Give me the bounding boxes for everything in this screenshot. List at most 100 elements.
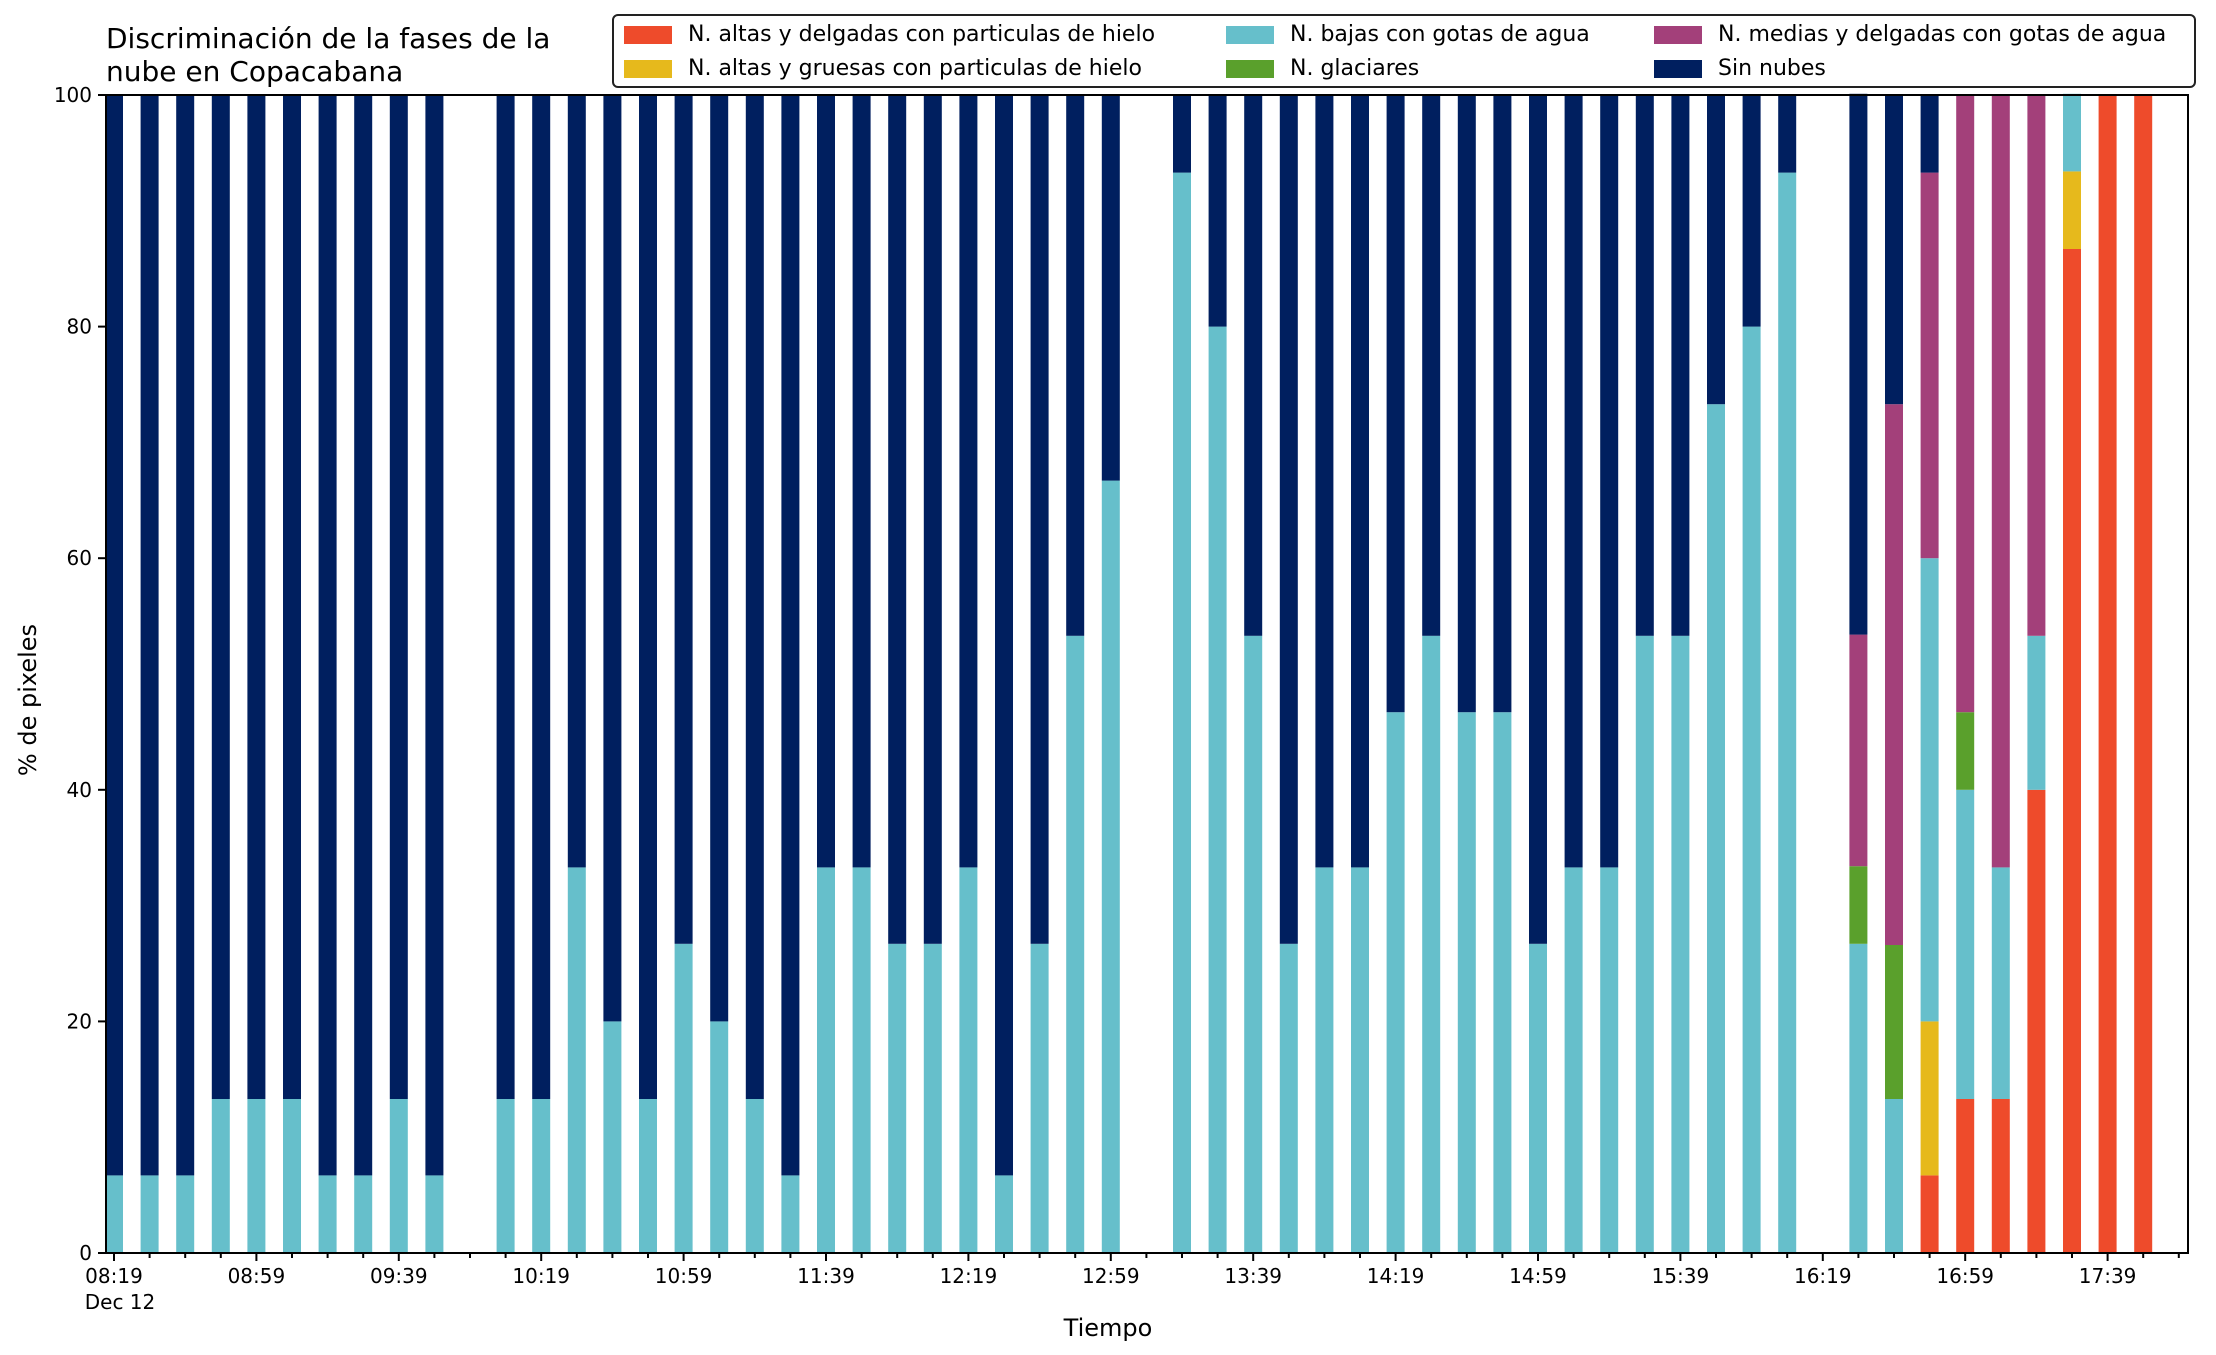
bar-segment [1422,95,1441,636]
bar-segment [1422,635,1441,1253]
legend-swatch [1226,59,1274,78]
bar-segment [1244,635,1263,1253]
legend-swatch [1226,25,1274,44]
x-tick-label: 08:59 [228,1264,286,1288]
bar-segment [2027,635,2046,790]
y-tick-label: 0 [79,1241,92,1265]
bar-segment [1208,95,1227,327]
legend: N. altas y delgadas con particulas de hi… [612,14,2196,88]
x-axis-ticks: 08:19 08:59 09:39 10:19 10:59 11:39 12:19 12:59… [85,1253,2180,1314]
bar-segment [1885,1099,1903,1253]
bar-segment [1457,712,1476,1253]
plot-frame [105,94,2189,1254]
bar-segment [1564,95,1583,868]
bar-segment [1101,95,1120,481]
bar-segment [532,1099,551,1253]
bar-segment [1635,635,1654,1253]
legend-label: N. medias y delgadas con gotas de agua [1718,22,2167,47]
bar-segment [1635,95,1654,636]
bar-segment [1956,1099,1975,1253]
bar-segment [318,1175,337,1253]
bar-segment [674,943,693,1253]
legend-label: N. altas y gruesas con particulas de hie… [688,56,1142,81]
bar-segment [1351,867,1369,1253]
bar-segment [2063,249,2081,1253]
bar-segment [283,95,301,1099]
x-tick-label: 13:39 [1224,1264,1282,1288]
bar-segment [140,95,159,1176]
legend-item-sin-nubes: Sin nubes [1654,56,1826,81]
x-tick-label: 17:39 [2079,1264,2137,1288]
bar-segment [2027,95,2046,636]
legend-label: N. glaciares [1290,56,1420,81]
bar-segment [995,95,1013,1176]
x-tick-label: 09:39 [370,1264,428,1288]
bar-segment [2098,95,2117,1253]
bar-segment [176,1175,195,1253]
chart-title: Discriminación de la fases de la nube en… [106,22,551,88]
y-tick-label: 20 [67,1009,92,1033]
bar-segment [995,1175,1013,1253]
bar-segment [603,95,622,1022]
x-tick-label: 12:19 [940,1264,998,1288]
bar-segment [105,95,123,1176]
bar-segment [1564,867,1583,1253]
bar-segment [852,95,871,868]
bar-segment [1279,943,1298,1253]
x-tick-label: 08:19 [85,1264,143,1288]
legend-label: N. altas y delgadas con particulas de hi… [688,22,1156,47]
bar-segment [1173,95,1191,173]
bar-segment [496,1099,515,1253]
bar-segment [1529,943,1547,1253]
bar-segment [496,95,515,1099]
legend-swatch [624,59,672,78]
x-tick-label: 15:39 [1652,1264,1710,1288]
x-tick-label: 12:59 [1082,1264,1140,1288]
bar-segment [1742,95,1761,327]
bar-segment [1030,95,1049,944]
bar-segment [1956,95,1975,713]
bar-segment [674,95,693,944]
bar-segment [567,867,586,1253]
bar-segment [923,943,942,1253]
bar-segment [1030,943,1049,1253]
bar-segment [1244,95,1263,636]
legend-label: N. bajas con gotas de agua [1290,22,1590,47]
bar-segment [1742,326,1761,1254]
bar-segment [710,95,729,1022]
bar-segment [247,1099,266,1253]
bar-segment [1778,172,1797,1254]
bar-segment [923,95,942,944]
bar-segment [2063,171,2081,249]
bar-segment [532,95,551,1099]
bar-segment [1991,95,2010,868]
bar-segment [140,1175,159,1253]
bar-segment [1849,866,1868,944]
bar-segment [959,867,978,1253]
bar-segment [1849,634,1868,867]
legend-item-bajas-agua: N. bajas con gotas de agua [1226,22,1590,47]
y-tick-label: 80 [67,315,92,339]
bar-segment [1600,95,1619,868]
bar-segment [1849,943,1868,1253]
bar-segment [1885,95,1903,405]
bar-segment [211,1099,230,1253]
bar-segment [105,1175,123,1253]
bar-segment [603,1021,622,1253]
bar-segment [1101,480,1120,1254]
bar-segment [389,1099,408,1253]
bar-segment [888,943,907,1253]
y-axis-label: % de pixeles [14,623,42,777]
bar-segment [888,95,907,944]
bar-segment [1920,558,1939,1022]
bar-segment [1315,867,1334,1253]
bar-segment [247,95,266,1099]
bar-segment [1956,789,1975,1099]
x-tick-label: 10:59 [655,1264,713,1288]
bar-segment [389,95,408,1099]
bar-segment [781,95,800,1176]
bar-segment [425,1175,444,1253]
bar-segment [1493,95,1512,713]
y-tick-label: 40 [67,778,92,802]
legend-item-altas-gruesas: N. altas y gruesas con particulas de hie… [624,56,1142,81]
